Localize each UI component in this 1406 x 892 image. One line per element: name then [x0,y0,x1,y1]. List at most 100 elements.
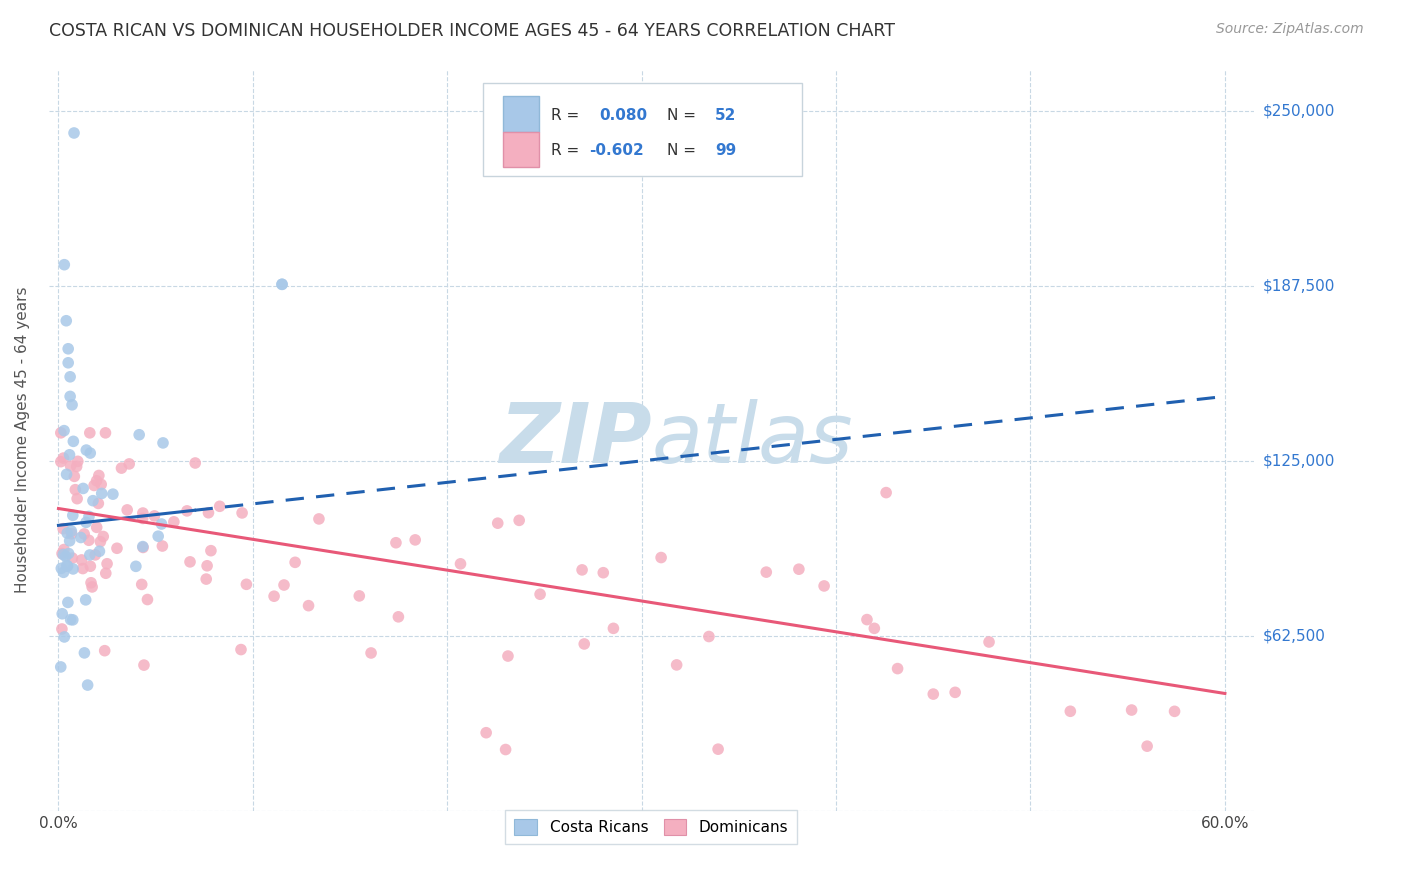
Text: Source: ZipAtlas.com: Source: ZipAtlas.com [1216,22,1364,37]
Point [131,577,153,591]
Point [273,578,295,592]
Point [89,544,111,558]
Point [755,565,778,579]
Text: 52: 52 [716,108,737,123]
Point [56,559,79,574]
Point [496,648,519,663]
Point [697,630,720,644]
Point [93,643,115,657]
Point [486,516,509,531]
Point [297,599,319,613]
Point [86,520,108,534]
Point [52,542,75,557]
Point [176,504,198,518]
Point [60,524,83,538]
Point [875,485,897,500]
Point [650,550,672,565]
Point [53,630,76,644]
Point [58,547,80,561]
Point [195,558,218,573]
Text: $125,000: $125,000 [1263,453,1334,468]
Point [77,509,100,524]
Point [707,742,730,756]
Text: $187,500: $187,500 [1263,278,1334,293]
Point [475,725,498,739]
Text: ZIP: ZIP [499,400,651,481]
Point [59,369,82,384]
Point [82,580,104,594]
Point [51,607,73,621]
Point [84,548,107,562]
Point [86,474,108,488]
Point [76,678,98,692]
Point [856,613,879,627]
Point [62,562,84,576]
Point [58,448,80,462]
Point [79,559,101,574]
Point [235,577,257,591]
Point [60,526,83,541]
Point [60,551,83,566]
Point [62,508,84,523]
Point [1136,739,1159,754]
Point [87,468,110,483]
Point [360,646,382,660]
Point [72,482,94,496]
Point [592,566,614,580]
Point [404,533,426,547]
Point [49,660,72,674]
Point [79,548,101,562]
Point [115,503,138,517]
Bar [503,132,540,168]
Point [136,592,159,607]
Point [571,563,593,577]
Point [813,579,835,593]
Point [150,539,173,553]
Point [110,461,132,475]
Point [55,558,77,573]
Point [69,531,91,545]
Legend: Costa Ricans, Dominicans: Costa Ricans, Dominicans [505,810,797,845]
Point [52,566,75,580]
Point [96,557,118,571]
Point [52,451,75,466]
Point [49,425,72,440]
Point [51,622,73,636]
Point [387,610,409,624]
Point [75,516,97,530]
Point [349,589,371,603]
Point [863,621,886,635]
Point [77,533,100,548]
Point [163,515,186,529]
Point [197,506,219,520]
Text: N =: N = [666,143,702,158]
Point [132,540,155,554]
Point [59,533,82,548]
Text: 0.080: 0.080 [599,108,648,123]
Point [886,662,908,676]
Point [73,646,96,660]
Point [87,496,110,510]
Point [82,493,104,508]
Point [508,513,530,527]
Point [271,277,294,292]
Point [80,575,103,590]
Point [63,469,86,483]
Point [132,658,155,673]
Point [75,443,97,458]
Point [83,478,105,492]
Y-axis label: Householder Income Ages 45 - 64 years: Householder Income Ages 45 - 64 years [15,286,30,593]
Point [495,742,517,756]
Point [90,486,112,500]
Point [56,342,79,356]
Text: COSTA RICAN VS DOMINICAN HOUSEHOLDER INCOME AGES 45 - 64 YEARS CORRELATION CHART: COSTA RICAN VS DOMINICAN HOUSEHOLDER INC… [49,22,896,40]
Point [385,535,408,549]
Point [62,613,84,627]
Point [1059,704,1081,718]
Point [89,534,111,549]
Point [55,549,77,564]
Point [79,425,101,440]
Text: R =: R = [551,143,585,158]
Point [52,548,75,562]
Point [94,425,117,440]
